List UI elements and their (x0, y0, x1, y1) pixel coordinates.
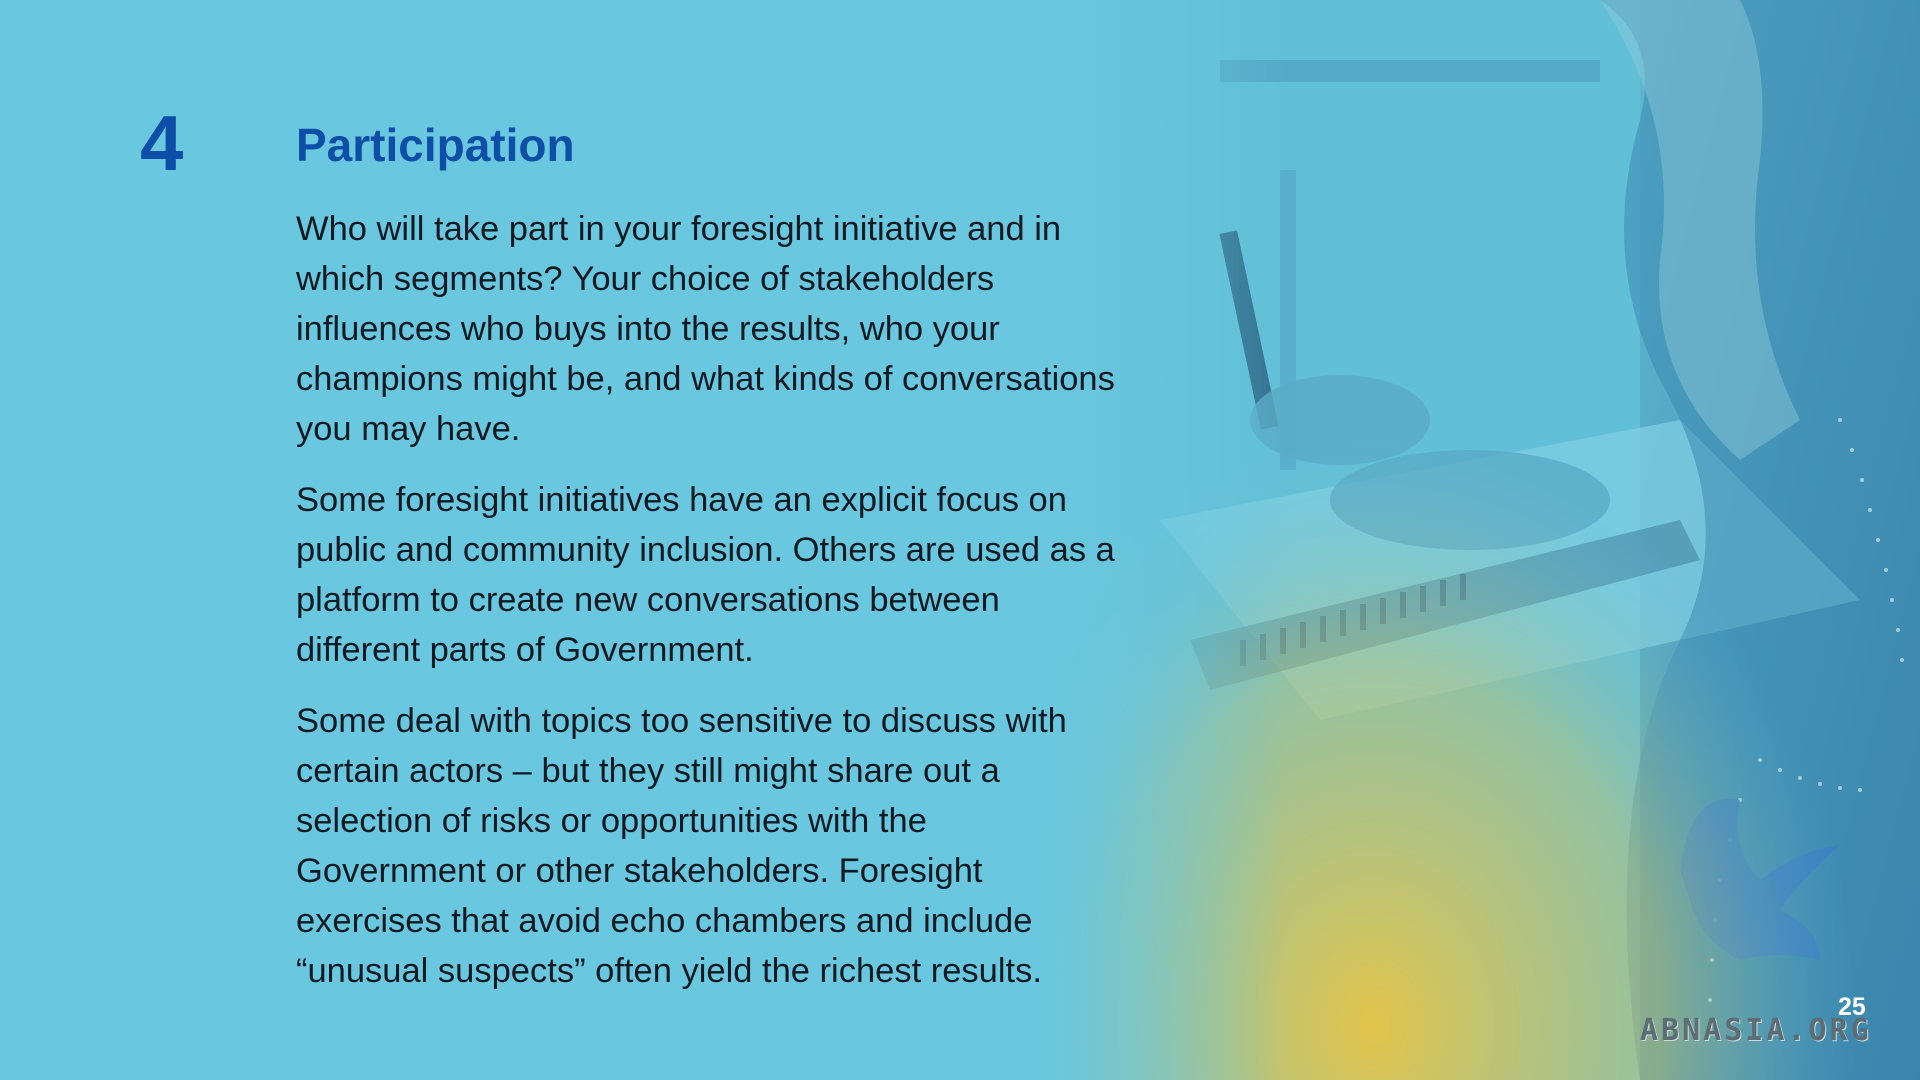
photo-illustration (1040, 0, 1920, 1080)
section-title: Participation (296, 119, 575, 171)
section-number: 4 (140, 99, 184, 187)
body-text: Who will take part in your foresight ini… (296, 204, 1116, 1017)
page-number: 25 (1838, 993, 1866, 1021)
background-photo (1040, 0, 1920, 1080)
paragraph-2: Some foresight initiatives have an expli… (296, 481, 1115, 669)
watermark-logo: ABNASIA.ORG (1640, 1013, 1872, 1048)
paragraph-1: Who will take part in your foresight ini… (296, 210, 1115, 448)
paragraph-3: Some deal with topics too sensitive to d… (296, 702, 1067, 990)
